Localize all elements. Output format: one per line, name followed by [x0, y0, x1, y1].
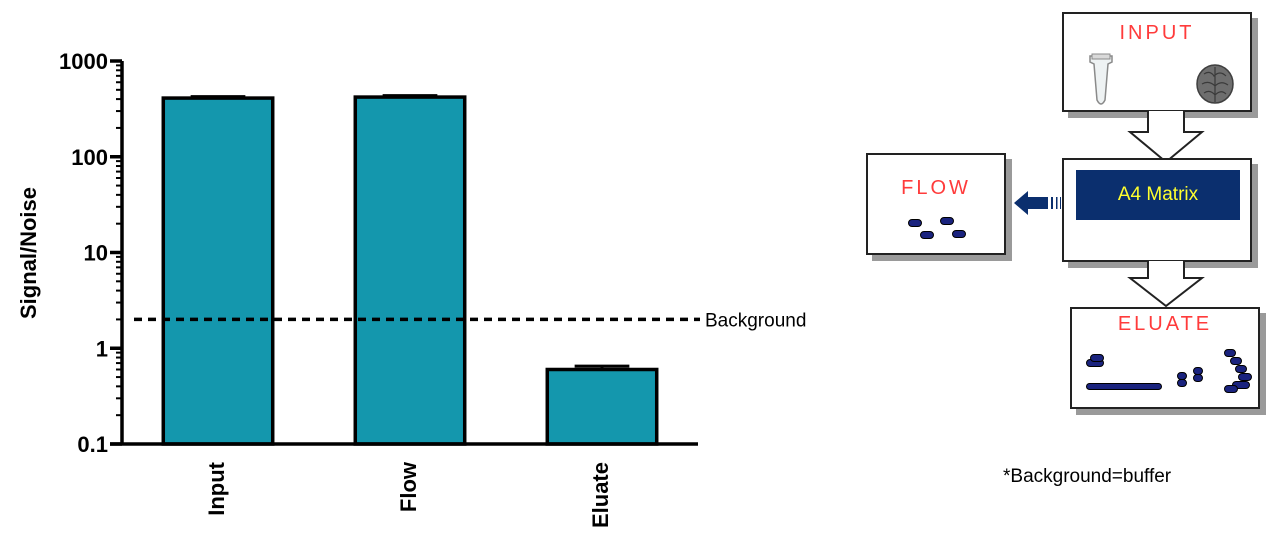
eluate-molecule	[1193, 374, 1203, 382]
flow-title: FLOW	[901, 177, 971, 199]
eluate-molecule	[1224, 385, 1238, 393]
flow-molecule	[940, 217, 954, 225]
x-tick-label: Input	[204, 461, 229, 515]
y-tick-label: 1000	[59, 49, 108, 74]
eluate-molecule	[1224, 349, 1236, 357]
input-box: INPUT	[1062, 12, 1252, 112]
bar	[545, 367, 659, 446]
left-arrow-matrix-to-flow	[1014, 191, 1061, 215]
footnote: *Background=buffer	[1003, 466, 1172, 487]
y-tick-label: 1	[96, 336, 108, 361]
y-axis-label: Signal/Noise	[16, 187, 41, 319]
down-arrow-input-to-matrix	[1127, 110, 1205, 164]
eluate-molecule	[1235, 365, 1247, 373]
bar	[353, 95, 467, 446]
eluate-molecule	[1086, 383, 1162, 390]
tube-icon	[1089, 53, 1113, 105]
down-arrow-matrix-to-eluate	[1127, 260, 1205, 308]
brain-icon	[1196, 64, 1234, 104]
bar-chart: Signal/Noise Input Flow Eluate Background 0.…	[16, 49, 806, 528]
matrix-label: A4 Matrix	[1076, 170, 1240, 220]
x-tick-label: Flow	[396, 461, 421, 512]
eluate-molecule	[1090, 354, 1104, 362]
flow-molecule	[952, 230, 966, 238]
y-tick-label: 10	[84, 241, 108, 266]
eluate-box: ELUATE	[1070, 307, 1260, 409]
x-tick-label: Eluate	[588, 462, 613, 528]
bar	[161, 96, 275, 446]
flow-molecule	[908, 219, 922, 227]
flow-box: FLOW	[866, 153, 1006, 255]
y-tick-label: 100	[71, 145, 108, 170]
y-tick-label: 0.1	[77, 432, 108, 457]
background-label: Background	[705, 310, 806, 331]
eluate-molecule	[1177, 379, 1187, 387]
eluate-molecule	[1238, 373, 1252, 381]
flow-molecule	[920, 231, 934, 239]
eluate-title: ELUATE	[1117, 313, 1213, 335]
matrix-box: A4 Matrix	[1062, 158, 1252, 262]
input-title: INPUT	[1119, 22, 1195, 44]
eluate-molecule	[1230, 357, 1242, 365]
